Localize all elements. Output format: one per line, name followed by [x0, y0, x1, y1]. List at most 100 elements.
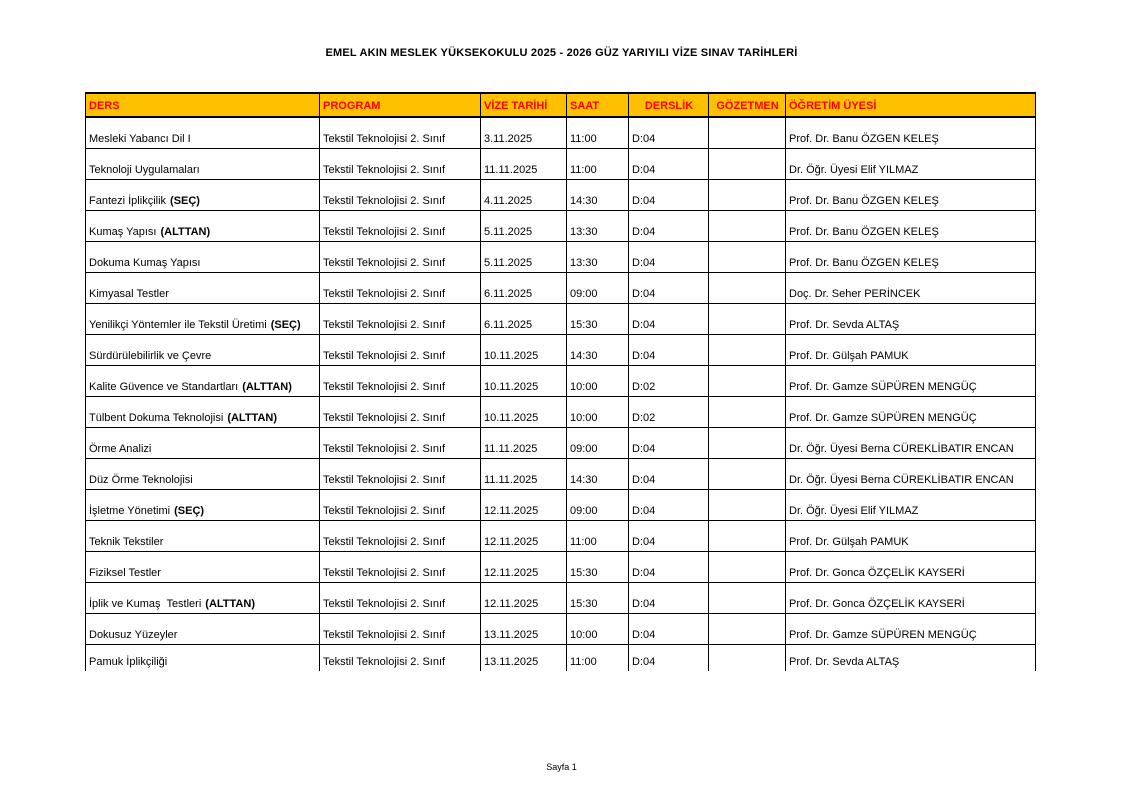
- instructor-cell: Prof. Dr. Banu ÖZGEN KELEŞ: [785, 209, 1036, 242]
- course-cell: Kimyasal Testler: [85, 271, 320, 304]
- proctor-cell: [708, 302, 786, 335]
- column-header-gozetmen: GÖZETMEN: [708, 92, 786, 118]
- course-cell: Düz Örme Teknolojisi: [85, 457, 320, 490]
- room-cell: D:04: [628, 457, 709, 490]
- date-cell: 12.11.2025: [480, 519, 567, 552]
- room-cell: D:04: [628, 643, 709, 671]
- course-cell: Dokuma Kumaş Yapısı: [85, 240, 320, 273]
- proctor-cell: [708, 550, 786, 583]
- time-cell: 15:30: [566, 550, 629, 583]
- course-tag: (SEÇ): [174, 504, 205, 517]
- date-cell: 6.11.2025: [480, 271, 567, 304]
- course-name: Kalite Güvence ve Standartları: [89, 380, 239, 393]
- date-cell: 12.11.2025: [480, 581, 567, 614]
- course-cell: Fiziksel Testler: [85, 550, 320, 583]
- proctor-cell: [708, 426, 786, 459]
- column-header-derslik: DERSLİK: [628, 92, 709, 118]
- program-cell: Tekstil Teknolojisi 2. Sınıf: [319, 519, 481, 552]
- column-header-vize-tarihi: VİZE TARİHİ: [480, 92, 567, 118]
- date-cell: 11.11.2025: [480, 147, 567, 180]
- instructor-cell: Prof. Dr. Banu ÖZGEN KELEŞ: [785, 240, 1036, 273]
- proctor-cell: [708, 488, 786, 521]
- table-row: Kalite Güvence ve Standartları (ALTTAN) Te…: [85, 364, 1036, 397]
- instructor-cell: Prof. Dr. Banu ÖZGEN KELEŞ: [785, 116, 1036, 149]
- time-cell: 13:30: [566, 209, 629, 242]
- program-cell: Tekstil Teknolojisi 2. Sınıf: [319, 426, 481, 459]
- instructor-cell: Prof. Dr. Gonca ÖZÇELİK KAYSERİ: [785, 581, 1036, 614]
- table-row: Teknik Tekstiler Tekstil Teknolojisi 2. S…: [85, 519, 1036, 552]
- course-cell: Teknik Tekstiler: [85, 519, 320, 552]
- table-row: Örme Analizi Tekstil Teknolojisi 2. Sınıf…: [85, 426, 1036, 459]
- course-cell: Yenilikçi Yöntemler ile Tekstil Üretimi(…: [85, 302, 320, 335]
- table-row: Fantezi İplikçilik (SEÇ) Tekstil Teknoloji…: [85, 178, 1036, 211]
- room-cell: D:04: [628, 271, 709, 304]
- date-cell: 10.11.2025: [480, 364, 567, 397]
- room-cell: D:04: [628, 178, 709, 211]
- table-row: İşletme Yönetimi (SEÇ) Tekstil Teknolojisi…: [85, 488, 1036, 521]
- table-row: İplik ve Kumaş Testleri (ALTTAN) Tekstil T…: [85, 581, 1036, 614]
- course-name: Fantezi İplikçilik: [89, 194, 167, 207]
- proctor-cell: [708, 240, 786, 273]
- course-name: Pamuk İplikçiliği: [89, 656, 168, 668]
- date-cell: 4.11.2025: [480, 178, 567, 211]
- course-cell: Sürdürülebilirlik ve Çevre: [85, 333, 320, 366]
- table-row: Dokuma Kumaş Yapısı Tekstil Teknolojisi 2…: [85, 240, 1036, 273]
- proctor-cell: [708, 643, 786, 671]
- table-row: Pamuk İplikçiliği Tekstil Teknolojisi 2. …: [85, 643, 1036, 671]
- course-name: Mesleki Yabancı Dil I: [89, 132, 191, 145]
- date-cell: 11.11.2025: [480, 426, 567, 459]
- program-cell: Tekstil Teknolojisi 2. Sınıf: [319, 116, 481, 149]
- program-cell: Tekstil Teknolojisi 2. Sınıf: [319, 333, 481, 366]
- course-cell: Örme Analizi: [85, 426, 320, 459]
- program-cell: Tekstil Teknolojisi 2. Sınıf: [319, 271, 481, 304]
- course-cell: Tülbent Dokuma Teknolojisi (ALTTAN): [85, 395, 320, 428]
- room-cell: D:04: [628, 333, 709, 366]
- instructor-cell: Doç. Dr. Seher PERİNCEK: [785, 271, 1036, 304]
- program-cell: Tekstil Teknolojisi 2. Sınıf: [319, 147, 481, 180]
- proctor-cell: [708, 178, 786, 211]
- time-cell: 11:00: [566, 116, 629, 149]
- date-cell: 11.11.2025: [480, 457, 567, 490]
- course-name: Düz Örme Teknolojisi: [89, 473, 193, 486]
- course-name: Dokuma Kumaş Yapısı: [89, 256, 201, 269]
- time-cell: 14:30: [566, 333, 629, 366]
- proctor-cell: [708, 209, 786, 242]
- program-cell: Tekstil Teknolojisi 2. Sınıf: [319, 364, 481, 397]
- course-tag: (ALTTAN): [160, 225, 211, 238]
- table-row: Mesleki Yabancı Dil I Tekstil Teknolojisi…: [85, 116, 1036, 149]
- time-cell: 09:00: [566, 488, 629, 521]
- column-header-saat: SAAT: [566, 92, 629, 118]
- course-cell: İplik ve Kumaş Testleri (ALTTAN): [85, 581, 320, 614]
- time-cell: 10:00: [566, 364, 629, 397]
- course-name: Teknik Tekstiler: [89, 535, 164, 548]
- instructor-cell: Dr. Öğr. Üyesi Elif YILMAZ: [785, 147, 1036, 180]
- course-cell: Teknoloji Uygulamaları: [85, 147, 320, 180]
- proctor-cell: [708, 395, 786, 428]
- instructor-cell: Prof. Dr. Gamze SÜPÜREN MENGÜÇ: [785, 364, 1036, 397]
- program-cell: Tekstil Teknolojisi 2. Sınıf: [319, 612, 481, 645]
- instructor-cell: Prof. Dr. Sevda ALTAŞ: [785, 643, 1036, 671]
- proctor-cell: [708, 333, 786, 366]
- program-cell: Tekstil Teknolojisi 2. Sınıf: [319, 209, 481, 242]
- room-cell: D:04: [628, 550, 709, 583]
- room-cell: D:04: [628, 147, 709, 180]
- program-cell: Tekstil Teknolojisi 2. Sınıf: [319, 178, 481, 211]
- proctor-cell: [708, 364, 786, 397]
- room-cell: D:04: [628, 240, 709, 273]
- proctor-cell: [708, 147, 786, 180]
- time-cell: 10:00: [566, 612, 629, 645]
- table-row: Kimyasal Testler Tekstil Teknolojisi 2. S…: [85, 271, 1036, 304]
- header-row: DERS PROGRAM VİZE TARİHİ SAAT DERSLİK GÖ…: [85, 92, 1036, 118]
- time-cell: 10:00: [566, 395, 629, 428]
- instructor-cell: Prof. Dr. Gülşah PAMUK: [785, 519, 1036, 552]
- course-cell: Fantezi İplikçilik (SEÇ): [85, 178, 320, 211]
- program-cell: Tekstil Teknolojisi 2. Sınıf: [319, 395, 481, 428]
- time-cell: 15:30: [566, 302, 629, 335]
- course-name: Tülbent Dokuma Teknolojisi: [89, 411, 224, 424]
- table-row: Dokusuz Yüzeyler Tekstil Teknolojisi 2. S…: [85, 612, 1036, 645]
- room-cell: D:04: [628, 581, 709, 614]
- course-name: Yenilikçi Yöntemler ile Tekstil Üretimi: [89, 318, 267, 331]
- proctor-cell: [708, 519, 786, 552]
- table-body: Mesleki Yabancı Dil I Tekstil Teknolojisi…: [85, 116, 1036, 671]
